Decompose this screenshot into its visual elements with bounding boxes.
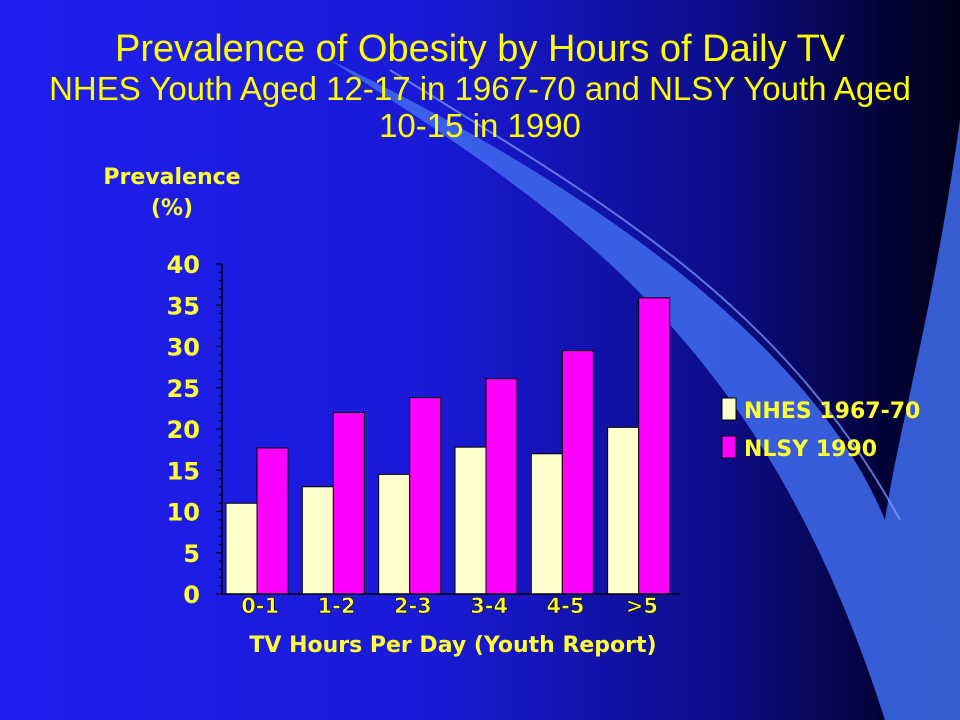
bar-nlsy-0 <box>256 447 289 595</box>
bar-nhes-2 <box>378 473 411 595</box>
y-tick-label: 15 <box>167 457 200 485</box>
x-tick-label: 3-4 <box>470 594 508 618</box>
x-tick-label: 4-5 <box>547 594 585 618</box>
bar-nlsy-4 <box>561 350 594 595</box>
y-axis: 0 5 10 15 20 25 30 35 40 <box>167 251 223 609</box>
x-tick-label: 1-2 <box>318 594 356 618</box>
y-axis-label: Prevalence <box>103 165 240 190</box>
bar-nlsy-1 <box>332 412 365 595</box>
x-axis: 0-1 1-2 2-3 3-4 4-5 >5 <box>222 593 680 618</box>
x-tick-label: >5 <box>626 594 658 618</box>
y-tick-label: 35 <box>167 292 200 320</box>
legend-label: NHES 1967-70 <box>744 399 920 424</box>
x-tick-label: 2-3 <box>394 594 432 618</box>
y-tick-label: 5 <box>183 540 200 568</box>
y-tick-label: 10 <box>167 499 200 527</box>
bar-nhes-3 <box>454 446 487 595</box>
y-tick-label: 0 <box>183 581 200 609</box>
bar-nhes-1 <box>301 486 334 595</box>
legend-swatch <box>721 435 737 459</box>
legend-label: NLSY 1990 <box>744 437 877 462</box>
bar-nhes-0 <box>225 502 258 595</box>
legend-swatch <box>721 397 737 421</box>
y-tick-label: 20 <box>167 416 200 444</box>
y-tick-label: 40 <box>167 251 200 279</box>
y-axis-label-unit: (%) <box>151 196 193 221</box>
bar-nlsy-3 <box>485 378 518 595</box>
bar-nhes-5 <box>607 426 640 595</box>
bar-series <box>225 297 671 595</box>
slide-title: Prevalence of Obesity by Hours of Daily … <box>40 28 920 144</box>
bar-nlsy-2 <box>409 397 442 595</box>
y-tick-label: 30 <box>167 334 200 362</box>
y-tick-label: 25 <box>167 375 200 403</box>
x-tick-label: 0-1 <box>241 594 279 618</box>
chart-subtitle: NHES Youth Aged 12-17 in 1967-70 and NLS… <box>49 69 911 144</box>
legend: NHES 1967-70 NLSY 1990 <box>721 397 920 462</box>
bar-nhes-4 <box>530 453 563 595</box>
chart-title: Prevalence of Obesity by Hours of Daily … <box>114 28 846 70</box>
x-axis-label: TV Hours Per Day (Youth Report) <box>249 633 656 658</box>
bar-nlsy-5 <box>638 297 671 595</box>
